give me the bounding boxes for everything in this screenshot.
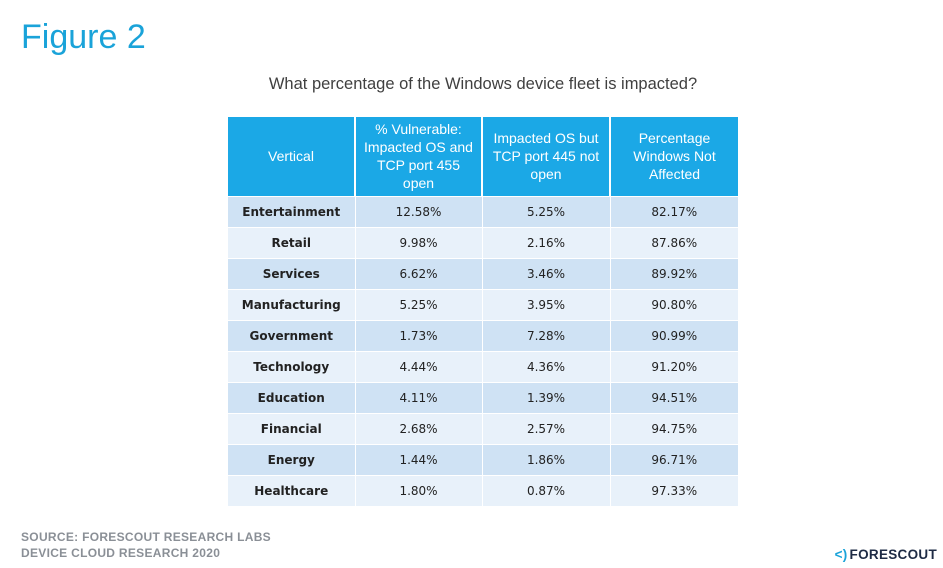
table-cell: 87.86% — [610, 226, 738, 258]
table-row: Manufacturing 5.25% 3.95% 90.80% — [228, 288, 738, 320]
table-cell: 0.87% — [482, 474, 611, 506]
table-cell: 94.51% — [610, 381, 738, 413]
table-cell: 82.17% — [610, 195, 738, 227]
row-label: Energy — [228, 443, 356, 475]
table-cell: 94.75% — [610, 412, 738, 444]
data-table: Vertical % Vulnerable: Impacted OS and T… — [228, 117, 738, 506]
table-cell: 3.95% — [482, 288, 611, 320]
table-cell: 4.44% — [355, 350, 483, 382]
table-cell: 12.58% — [355, 195, 483, 227]
source-note: SOURCE: FORESCOUT RESEARCH LABS DEVICE C… — [21, 529, 271, 561]
table-cell: 1.86% — [482, 443, 611, 475]
table-cell: 5.25% — [482, 195, 611, 227]
table-cell: 2.68% — [355, 412, 483, 444]
table-cell: 3.46% — [482, 257, 611, 289]
table-row: Financial 2.68% 2.57% 94.75% — [228, 412, 738, 444]
chart-title: What percentage of the Windows device fl… — [268, 75, 698, 93]
logo-mark: <) — [834, 547, 848, 562]
table-cell: 89.92% — [610, 257, 738, 289]
row-label: Manufacturing — [228, 288, 356, 320]
row-label: Technology — [228, 350, 356, 382]
table-row: Energy 1.44% 1.86% 96.71% — [228, 443, 738, 475]
table-cell: 4.11% — [355, 381, 483, 413]
row-label: Education — [228, 381, 356, 413]
forescout-logo: <) FORESCOUT — [835, 547, 937, 562]
table-row: Healthcare 1.80% 0.87% 97.33% — [228, 474, 738, 506]
table-row: Entertainment 12.58% 5.25% 82.17% — [228, 195, 738, 227]
table-cell: 91.20% — [610, 350, 738, 382]
row-label: Entertainment — [228, 195, 356, 227]
table-cell: 5.25% — [355, 288, 483, 320]
column-header-not-affected: Percentage Windows Not Affected — [610, 117, 738, 196]
column-header-vertical: Vertical — [228, 117, 356, 196]
table-cell: 4.36% — [482, 350, 611, 382]
row-label: Financial — [228, 412, 356, 444]
table-header-row: Vertical % Vulnerable: Impacted OS and T… — [228, 117, 738, 196]
row-label: Services — [228, 257, 356, 289]
row-label: Retail — [228, 226, 356, 258]
source-line-2: DEVICE CLOUD RESEARCH 2020 — [21, 546, 221, 560]
source-line-1: SOURCE: FORESCOUT RESEARCH LABS — [21, 530, 271, 544]
table-row: Retail 9.98% 2.16% 87.86% — [228, 226, 738, 258]
column-header-impacted-not-open: Impacted OS but TCP port 445 not open — [482, 117, 611, 196]
row-label: Healthcare — [228, 474, 356, 506]
table-row: Services 6.62% 3.46% 89.92% — [228, 257, 738, 289]
table-body: Entertainment 12.58% 5.25% 82.17% Retail 9.98… — [228, 195, 738, 506]
table-row: Government 1.73% 7.28% 90.99% — [228, 319, 738, 351]
table-cell: 96.71% — [610, 443, 738, 475]
table-cell: 2.16% — [482, 226, 611, 258]
table-cell: 1.39% — [482, 381, 611, 413]
table-cell: 6.62% — [355, 257, 483, 289]
row-label: Government — [228, 319, 356, 351]
table-cell: 1.44% — [355, 443, 483, 475]
column-header-vulnerable: % Vulnerable: Impacted OS and TCP port 4… — [355, 117, 483, 196]
figure-label: Figure 2 — [21, 18, 146, 56]
table-cell: 97.33% — [610, 474, 738, 506]
table-cell: 9.98% — [355, 226, 483, 258]
table-cell: 90.80% — [610, 288, 738, 320]
table-cell: 90.99% — [610, 319, 738, 351]
table-row: Education 4.11% 1.39% 94.51% — [228, 381, 738, 413]
table-row: Technology 4.44% 4.36% 91.20% — [228, 350, 738, 382]
table-cell: 2.57% — [482, 412, 611, 444]
table-cell: 1.73% — [355, 319, 483, 351]
logo-text: FORESCOUT — [849, 547, 937, 562]
table-cell: 7.28% — [482, 319, 611, 351]
table-cell: 1.80% — [355, 474, 483, 506]
